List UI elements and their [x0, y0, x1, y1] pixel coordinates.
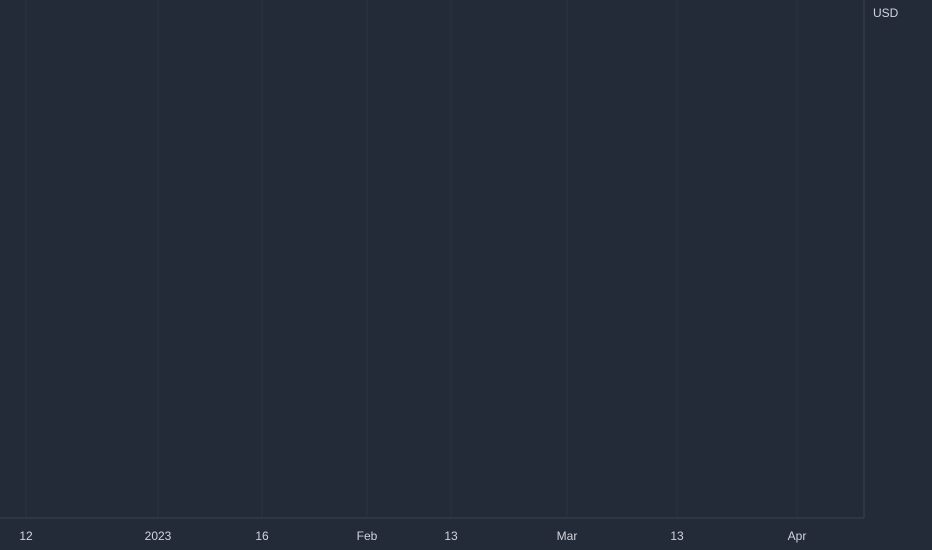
x-tick-label: 13	[444, 529, 458, 543]
x-tick-label: 12	[19, 529, 33, 543]
price-axis[interactable]: USD 64.00066.00068.00070.00072.00074.000…	[873, 0, 910, 20]
x-tick-label: 16	[255, 529, 269, 543]
time-axis[interactable]: 12 2023 16 Feb 13 Mar 13 Apr	[19, 529, 806, 543]
x-tick-label: Mar	[557, 529, 578, 543]
x-tick-label: 13	[670, 529, 684, 543]
x-tick-label: 2023	[145, 529, 172, 543]
x-tick-label: Apr	[788, 529, 807, 543]
x-tick-label: Feb	[357, 529, 378, 543]
currency-label: USD	[873, 6, 899, 20]
grid	[0, 0, 864, 518]
